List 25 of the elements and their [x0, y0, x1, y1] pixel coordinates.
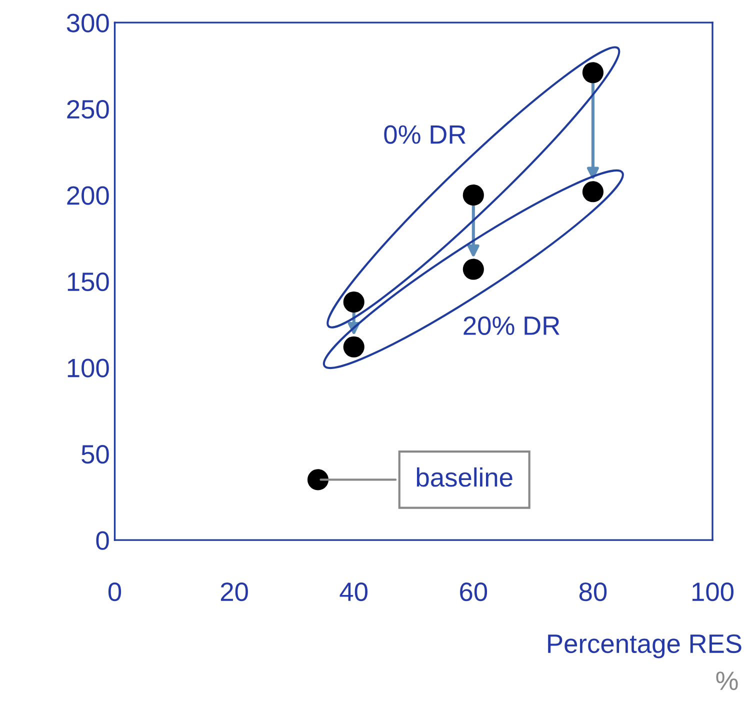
x-axis-title: Percentage RES [548, 634, 742, 658]
series-label: 20% DR [464, 316, 560, 336]
x-tick-label: 100 [692, 582, 734, 602]
annotation: baseline [416, 467, 512, 487]
x-tick-label: 60 [460, 582, 488, 602]
y-tick-label: 250 [67, 100, 109, 119]
point [582, 181, 604, 202]
y-tick-label: 50 [82, 444, 109, 464]
point [307, 469, 329, 490]
x-tick-label: 40 [340, 582, 368, 602]
text: % [716, 672, 738, 690]
y-tick-label: 200 [67, 186, 109, 205]
point [343, 336, 364, 358]
point [343, 292, 364, 313]
x-tick-label: 80 [579, 582, 607, 602]
y-tick-label: 100 [68, 358, 109, 378]
y-tick-label: 150 [68, 272, 109, 292]
x-tick-label: 0 [108, 582, 122, 602]
series-label: 0% DR [384, 125, 466, 144]
x-tick-label: 20 [220, 582, 248, 602]
point [462, 184, 484, 206]
point [462, 258, 484, 280]
point [582, 62, 604, 84]
y-tick-label: 300 [66, 14, 109, 32]
y-tick-label: 0 [96, 531, 109, 550]
